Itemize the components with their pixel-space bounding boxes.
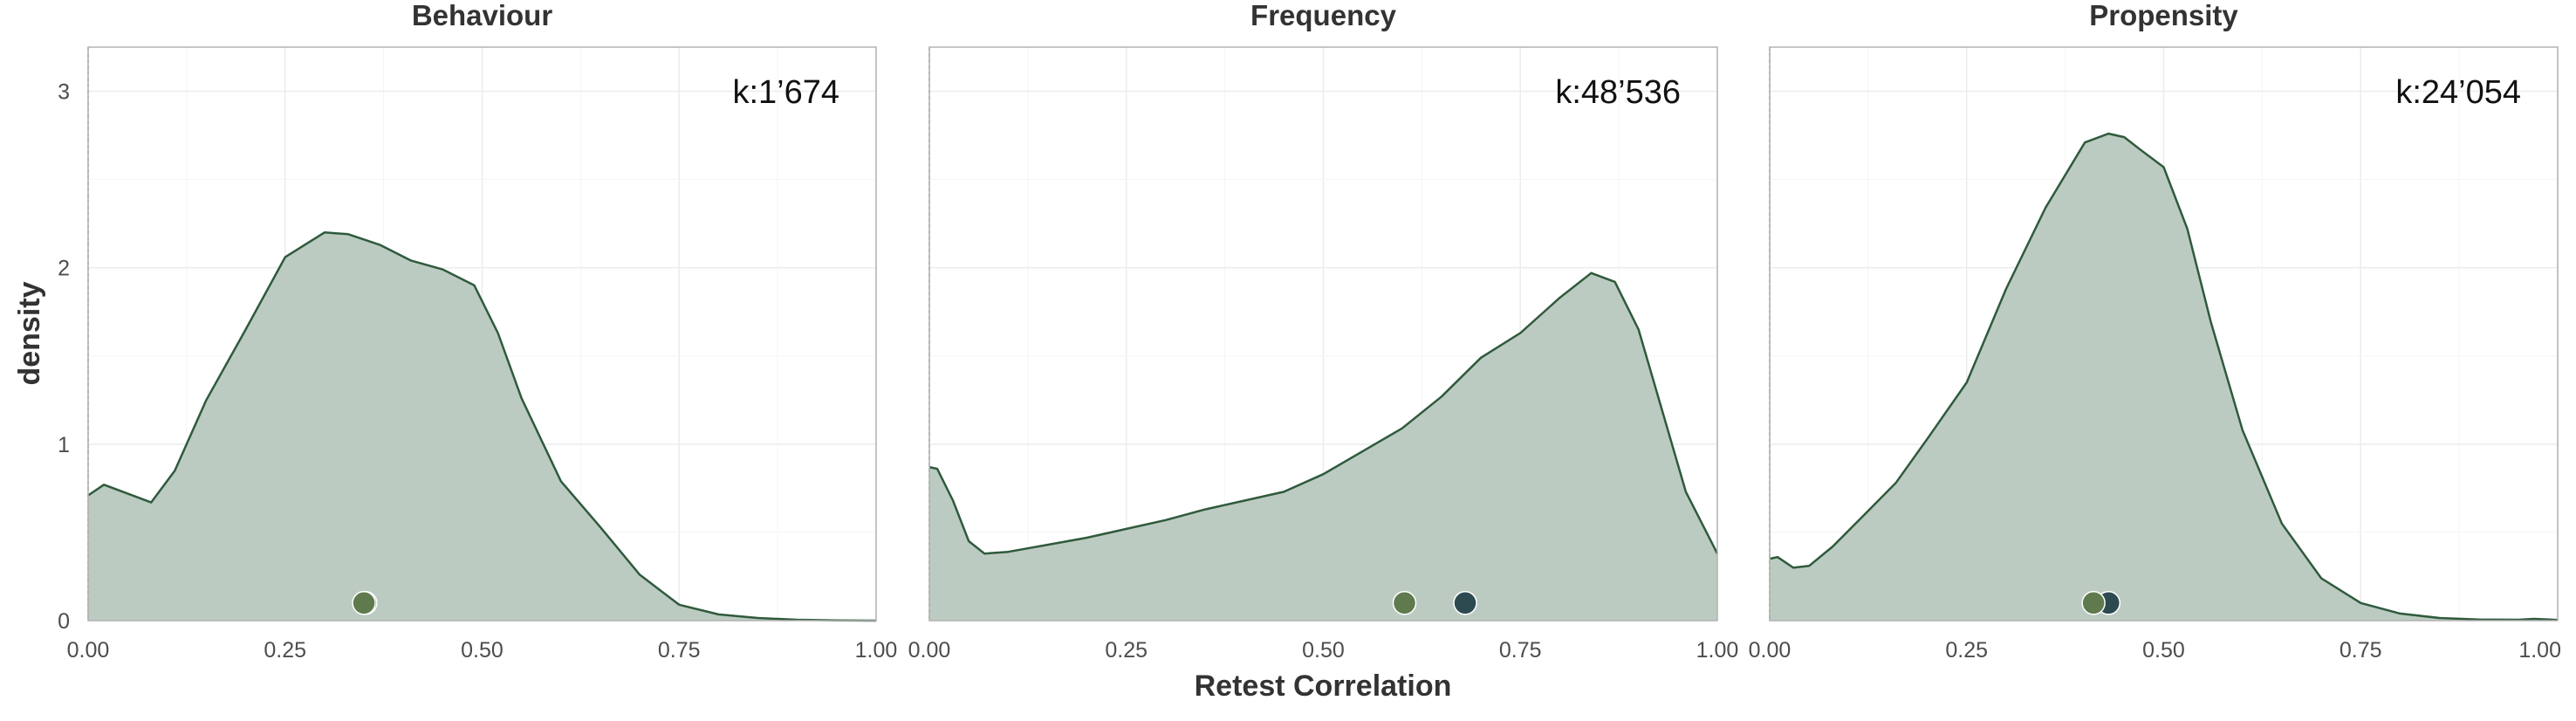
summary-point bbox=[352, 591, 376, 615]
x-tick-label: 0.50 bbox=[461, 638, 504, 663]
density-line bbox=[1769, 132, 2559, 621]
x-tick-label: 0.50 bbox=[2142, 638, 2185, 663]
density-area bbox=[88, 232, 876, 621]
x-tick-label: 0.25 bbox=[1105, 638, 1148, 663]
x-tick-label: 1.00 bbox=[1696, 638, 1739, 663]
summary-point bbox=[1392, 591, 1417, 615]
facet-panel: Behaviour k:1’674 0.00 0.25 0.50 0.75 1.00 0 1 2 3 bbox=[58, 0, 897, 663]
k-count-label: k:1’674 bbox=[732, 74, 839, 111]
summary-point bbox=[1453, 591, 1477, 615]
y-axis-title: density bbox=[13, 281, 46, 385]
density-area bbox=[929, 272, 1717, 621]
summary-point bbox=[2081, 591, 2106, 615]
k-count-label: k:24’054 bbox=[2395, 74, 2521, 111]
x-axis-title: Retest Correlation bbox=[1195, 670, 1452, 703]
x-tick-label: 1.00 bbox=[855, 638, 898, 663]
x-tick-label: 0.75 bbox=[2340, 638, 2382, 663]
panel-border bbox=[928, 46, 1718, 621]
x-tick-label: 0.25 bbox=[264, 638, 306, 663]
panel-border bbox=[1769, 46, 2559, 621]
y-tick-label: 0 bbox=[58, 609, 70, 634]
y-tick-label: 3 bbox=[58, 80, 70, 105]
x-tick-label: 0.75 bbox=[658, 638, 701, 663]
density-line bbox=[87, 231, 877, 622]
x-tick-label: 0.25 bbox=[1945, 638, 1988, 663]
x-tick-label: 0.00 bbox=[1749, 638, 1792, 663]
x-tick-label: 0.00 bbox=[67, 638, 110, 663]
density-area bbox=[1770, 134, 2558, 621]
facet-panel: Propensity k:24’054 0.00 0.25 0.50 0.75 1.00 bbox=[1749, 0, 2561, 663]
facet-panel: Frequency k:48’536 0.00 0.25 0.50 0.75 1.00 bbox=[908, 0, 1739, 663]
x-tick-label: 1.00 bbox=[2518, 638, 2561, 663]
facet-title: Frequency bbox=[1250, 0, 1397, 31]
facet-title: Behaviour bbox=[412, 0, 553, 31]
x-tick-label: 0.00 bbox=[908, 638, 951, 663]
panel-border bbox=[87, 46, 877, 621]
k-count-label: k:48’536 bbox=[1555, 74, 1681, 111]
x-tick-label: 0.50 bbox=[1302, 638, 1345, 663]
density-line bbox=[928, 271, 1719, 555]
y-tick-label: 2 bbox=[58, 257, 70, 281]
x-tick-label: 0.75 bbox=[1499, 638, 1542, 663]
y-tick-label: 1 bbox=[58, 433, 70, 457]
facet-title: Propensity bbox=[2089, 0, 2238, 31]
